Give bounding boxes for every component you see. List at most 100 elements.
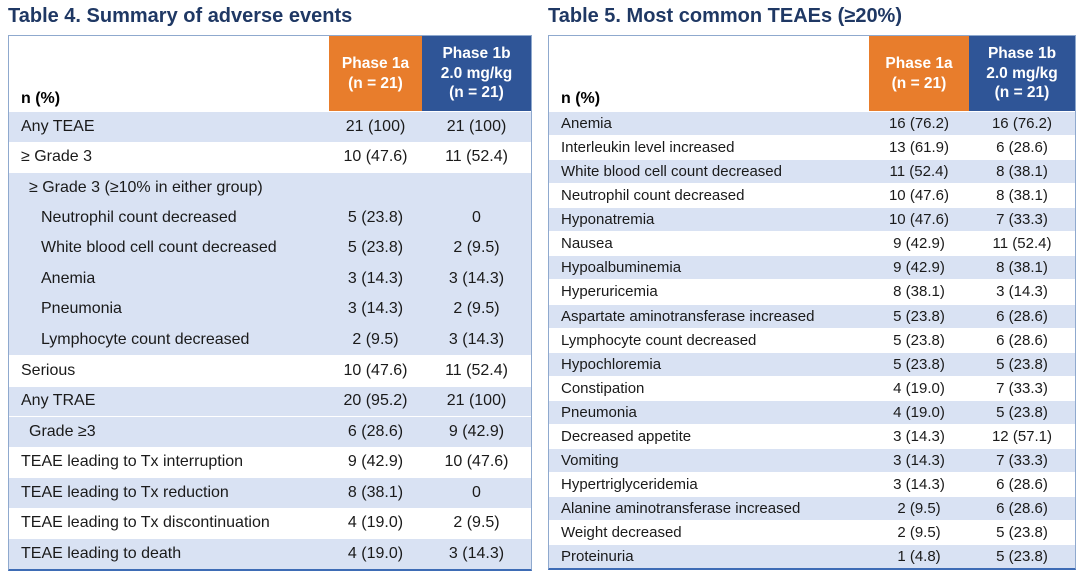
table-row: Hypoalbuminemia 9 (42.9) 8 (38.1): [549, 255, 1075, 280]
row-value-phase1a: 9 (42.9): [893, 235, 945, 253]
row-label: Anemia: [41, 269, 96, 287]
row-label: Hyponatremia: [561, 211, 655, 229]
row-label: Alanine aminotransferase increased: [561, 500, 801, 518]
table5-column-header-phase1a: Phase 1a (n = 21): [869, 36, 969, 111]
row-label: Proteinuria: [561, 548, 634, 566]
row-value-phase1b: 6 (28.6): [996, 500, 1048, 518]
row-label: Hypoalbuminemia: [561, 259, 682, 277]
row-value-phase1b: 3 (14.3): [448, 330, 505, 348]
row-value-phase1a: 3 (14.3): [893, 451, 945, 469]
table-row: ≥ Grade 3 (≥10% in either group): [9, 172, 531, 203]
row-value-phase1b: 6 (28.6): [996, 307, 1048, 325]
row-label: TEAE leading to Tx reduction: [21, 483, 229, 501]
row-value-phase1b: 8 (38.1): [996, 259, 1048, 277]
table-row: Lymphocyte count decreased 2 (9.5) 3 (14.3…: [9, 324, 531, 355]
row-value-phase1a: 9 (42.9): [347, 453, 404, 471]
row-label: Neutrophil count decreased: [41, 208, 237, 226]
row-value-phase1a: 4 (19.0): [347, 514, 404, 532]
row-label: Serious: [21, 361, 76, 379]
row-label: Any TRAE: [21, 392, 96, 410]
table-row: Neutrophil count decreased 5 (23.8) 0: [9, 202, 531, 233]
table-row: Anemia 3 (14.3) 3 (14.3): [9, 263, 531, 294]
row-value-phase1a: 21 (100): [345, 117, 406, 135]
row-value-phase1a: 5 (23.8): [893, 355, 945, 373]
table4-title: Table 4. Summary of adverse events: [8, 5, 353, 27]
row-label: Hyperuricemia: [561, 283, 658, 301]
row-value-phase1b: 7 (33.3): [996, 211, 1048, 229]
row-label: Decreased appetite: [561, 427, 692, 445]
row-value-phase1a: 2 (9.5): [897, 500, 941, 518]
table-row: Anemia 16 (76.2) 16 (76.2): [549, 111, 1075, 136]
table5-column-header-n-pct: n (%): [561, 90, 601, 107]
row-value-phase1b: 7 (33.3): [996, 379, 1048, 397]
table-row: Grade ≥3 6 (28.6) 9 (42.9): [9, 416, 531, 447]
row-label: Interleukin level increased: [561, 139, 735, 157]
row-value-phase1b: 5 (23.8): [996, 355, 1048, 373]
row-label: Pneumonia: [41, 300, 122, 318]
row-label: Anemia: [561, 115, 612, 133]
row-value-phase1b: 2 (9.5): [453, 239, 500, 257]
row-value-phase1b: 2 (9.5): [453, 514, 500, 532]
table5-title: Table 5. Most common TEAEs (≥20%): [548, 5, 903, 27]
table-row: Neutrophil count decreased 10 (47.6) 8 (38…: [549, 183, 1075, 208]
row-value-phase1a: 10 (47.6): [888, 187, 950, 205]
table4-column-header-phase1b: Phase 1b 2.0 mg/kg (n = 21): [422, 36, 531, 111]
table-row: Lymphocyte count decreased 5 (23.8) 6 (28.…: [549, 327, 1075, 352]
table4: n (%) Phase 1a (n = 21) Phase 1b 2.0 mg/…: [8, 35, 532, 571]
row-value-phase1b: 16 (76.2): [991, 115, 1053, 133]
row-value-phase1b: 9 (42.9): [448, 422, 505, 440]
row-value-phase1a: 8 (38.1): [893, 283, 945, 301]
row-value-phase1b: 5 (23.8): [996, 524, 1048, 542]
row-label: Aspartate aminotransferase increased: [561, 307, 815, 325]
table-row: Pneumonia 4 (19.0) 5 (23.8): [549, 399, 1075, 424]
row-value-phase1a: 5 (23.8): [893, 307, 945, 325]
row-value-phase1b: 6 (28.6): [996, 331, 1048, 349]
row-label: Pneumonia: [561, 403, 637, 421]
row-label: Lymphocyte count decreased: [41, 330, 250, 348]
row-value-phase1b: 6 (28.6): [996, 475, 1048, 493]
table4-column-header-phase1a: Phase 1a (n = 21): [329, 36, 422, 111]
table5-column-header-phase1b: Phase 1b 2.0 mg/kg (n = 21): [969, 36, 1075, 111]
table5-panel: Table 5. Most common TEAEs (≥20%) n (%) …: [548, 4, 1076, 571]
table-row: Proteinuria 1 (4.8) 5 (23.8): [549, 544, 1075, 569]
table-row: Interleukin level increased 13 (61.9) 6 (2…: [549, 135, 1075, 160]
table-row: TEAE leading to death 4 (19.0) 3 (14.3): [9, 538, 531, 569]
row-label: Any TEAE: [21, 117, 95, 135]
row-value-phase1a: 2 (9.5): [897, 524, 941, 542]
row-label: TEAE leading to death: [21, 544, 182, 562]
row-label: ≥ Grade 3: [21, 148, 93, 166]
row-label: ≥ Grade 3 (≥10% in either group): [29, 178, 263, 196]
table-row: Decreased appetite 3 (14.3) 12 (57.1): [549, 423, 1075, 448]
table-row: Nausea 9 (42.9) 11 (52.4): [549, 231, 1075, 256]
table-row: Hyponatremia 10 (47.6) 7 (33.3): [549, 207, 1075, 232]
table-row: Any TRAE 20 (95.2) 21 (100): [9, 385, 531, 416]
row-label: White blood cell count decreased: [561, 163, 782, 181]
row-label: Grade ≥3: [29, 422, 96, 440]
row-value-phase1b: 0: [472, 208, 481, 226]
row-value-phase1a: 5 (23.8): [347, 208, 404, 226]
row-value-phase1a: 8 (38.1): [347, 483, 404, 501]
row-value-phase1b: 0: [472, 483, 481, 501]
row-value-phase1a: 5 (23.8): [347, 239, 404, 257]
row-value-phase1b: 3 (14.3): [996, 283, 1048, 301]
row-value-phase1b: 11 (52.4): [445, 361, 508, 379]
row-value-phase1b: 8 (38.1): [996, 187, 1048, 205]
table-row: Constipation 4 (19.0) 7 (33.3): [549, 375, 1075, 400]
table-row: Pneumonia 3 (14.3) 2 (9.5): [9, 294, 531, 325]
row-value-phase1b: 10 (47.6): [444, 453, 509, 471]
row-value-phase1a: 3 (14.3): [893, 475, 945, 493]
table-row: Serious 10 (47.6) 11 (52.4): [9, 355, 531, 386]
row-label: TEAE leading to Tx discontinuation: [21, 514, 270, 532]
row-value-phase1a: 10 (47.6): [888, 211, 950, 229]
row-value-phase1a: 13 (61.9): [888, 139, 950, 157]
row-value-phase1a: 3 (14.3): [347, 269, 404, 287]
table-row: ≥ Grade 3 10 (47.6) 11 (52.4): [9, 141, 531, 172]
row-label: Lymphocyte count decreased: [561, 331, 757, 349]
table-row: Vomiting 3 (14.3) 7 (33.3): [549, 447, 1075, 472]
row-value-phase1b: 7 (33.3): [996, 451, 1048, 469]
table5-body: Anemia 16 (76.2) 16 (76.2) Interleukin leve…: [549, 111, 1075, 569]
table5: n (%) Phase 1a (n = 21) Phase 1b 2.0 mg/…: [548, 35, 1076, 571]
table-row: TEAE leading to Tx discontinuation 4 (19.…: [9, 507, 531, 538]
row-value-phase1a: 4 (19.0): [893, 379, 945, 397]
